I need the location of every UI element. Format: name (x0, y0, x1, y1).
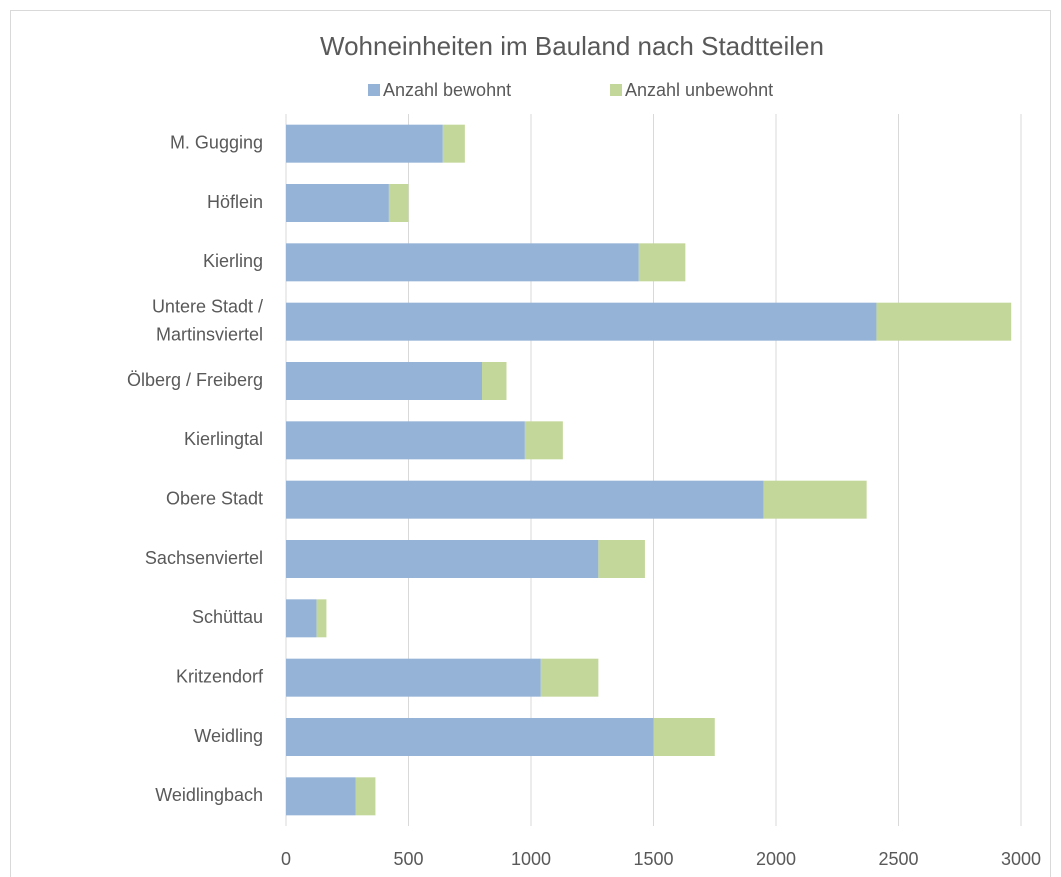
chart-title: Wohneinheiten im Bauland nach Stadtteile… (320, 31, 824, 61)
y-tick-label: Kierling (203, 251, 263, 271)
bar (598, 540, 645, 578)
bar (286, 362, 482, 400)
legend-swatch (368, 84, 380, 96)
x-tick-label: 500 (393, 849, 423, 869)
x-tick-label: 1500 (633, 849, 673, 869)
bar (388, 184, 409, 222)
bar (286, 777, 356, 816)
y-tick-label: M. Gugging (170, 132, 263, 152)
bar (286, 599, 317, 638)
bar (286, 658, 541, 697)
y-tick-label: Sachsenviertel (145, 548, 263, 568)
bar (442, 124, 465, 163)
bar (524, 421, 563, 460)
bar (286, 124, 443, 163)
legend-label: Anzahl unbewohnt (625, 80, 773, 100)
bar (638, 243, 686, 282)
bar (355, 777, 376, 816)
bar (286, 480, 764, 519)
bar (286, 243, 639, 282)
y-tick-label: Ölberg / Freiberg (127, 370, 263, 390)
bar (286, 718, 654, 756)
bar (763, 480, 867, 519)
bar (316, 599, 327, 638)
y-tick-label: Kierlingtal (184, 429, 263, 449)
y-tick-label: Kritzendorf (176, 666, 264, 686)
x-tick-label: 2000 (756, 849, 796, 869)
x-tick-label: 0 (281, 849, 291, 869)
x-tick-label: 3000 (1001, 849, 1041, 869)
bar (286, 540, 599, 578)
bar (482, 362, 507, 400)
bar (540, 658, 599, 697)
y-tick-label: Weidlingbach (155, 785, 263, 805)
bar (286, 421, 525, 460)
bar (286, 184, 389, 222)
y-tick-label: Obere Stadt (166, 488, 263, 508)
bar (286, 302, 877, 341)
y-tick-label: Untere Stadt / Martinsviertel (152, 296, 263, 344)
x-tick-label: 1000 (511, 849, 551, 869)
bar (876, 302, 1012, 341)
legend-swatch (610, 84, 622, 96)
legend-label: Anzahl bewohnt (383, 80, 511, 100)
x-tick-label: 2500 (878, 849, 918, 869)
y-tick-label: Weidling (194, 726, 263, 746)
bar (653, 718, 715, 756)
y-tick-label: Höflein (207, 192, 263, 212)
y-tick-label: Schüttau (192, 607, 263, 627)
